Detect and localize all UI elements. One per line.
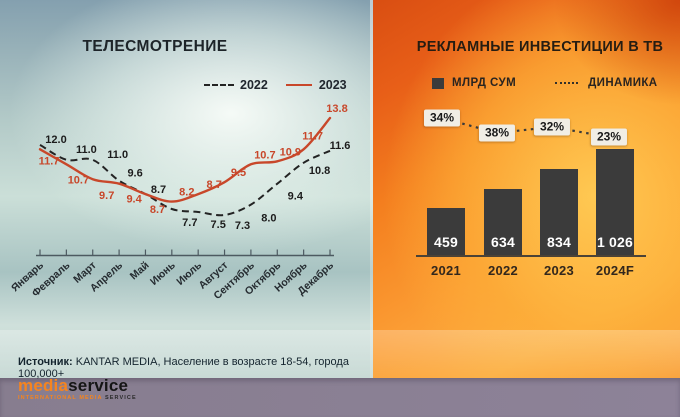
data-label-2023: 10.7 <box>254 149 275 161</box>
legend-dotted-line-sample <box>555 82 579 84</box>
data-label-2023: 8.2 <box>179 187 194 199</box>
legend-bar-swatch <box>432 77 444 89</box>
data-label-2023: 10.9 <box>280 146 301 158</box>
bar-value-label: 1 026 <box>596 234 634 250</box>
data-label-2022: 7.7 <box>182 217 197 229</box>
data-label-2023: 11.7 <box>39 155 60 167</box>
data-label-2023: 8.7 <box>207 179 222 191</box>
panel-divider <box>370 0 373 378</box>
data-label-2023: 10.7 <box>68 174 89 186</box>
logo-part-service: service <box>68 376 129 395</box>
legend-solid-line-sample <box>285 84 312 86</box>
data-label-2022: 10.8 <box>309 165 330 177</box>
percent-badge-2024F: 23% <box>590 128 628 146</box>
bar-2022: 634 <box>484 189 522 255</box>
data-label-2022: 7.5 <box>211 219 226 231</box>
data-label-2022: 7.3 <box>235 220 250 232</box>
data-label-2023: 9.4 <box>126 194 142 206</box>
data-label-2022: 9.6 <box>127 168 142 180</box>
year-label-2021: 2021 <box>430 263 462 278</box>
legend-label-mlrd-sum: МЛРД СУМ <box>452 77 517 89</box>
light-band <box>0 330 680 378</box>
dynamics-polyline <box>441 116 610 139</box>
logo-tagline: INTERNATIONAL MEDIA SERVICE <box>18 395 137 402</box>
tv-panel-background <box>0 0 373 378</box>
bar-2023: 834 <box>540 169 578 255</box>
data-label-2023: 9.7 <box>99 190 114 202</box>
bar-2024F: 1 026 <box>596 149 634 255</box>
data-label-2022: 8.7 <box>151 184 166 196</box>
data-label-2022: 9.4 <box>288 191 304 203</box>
bar-2021: 459 <box>427 208 465 255</box>
legend-label-dynamics: ДИНАМИКА <box>588 77 658 89</box>
source-label: Источник: <box>18 356 73 368</box>
series-2022-line <box>39 144 331 217</box>
data-label-2023: 11.7 <box>302 130 323 142</box>
percent-badge-2021: 34% <box>423 109 461 127</box>
data-label-2023: 8.7 <box>150 204 165 216</box>
legend-label-2023: 2023 <box>318 78 347 92</box>
data-label-2022: 11.0 <box>107 149 128 161</box>
logo-tagline-left: INTERNATIONAL MEDIA <box>18 395 103 401</box>
legend-label-2022: 2022 <box>240 78 268 92</box>
logo-wordmark: mediaservice <box>18 377 137 394</box>
bar-value-label: 634 <box>491 234 515 250</box>
percent-badge-2022: 38% <box>478 124 516 142</box>
invest-chart-legend: МЛРД СУМ ДИНАМИКА <box>432 77 658 89</box>
bar-value-label: 834 <box>547 234 571 250</box>
series-2023-line <box>38 116 332 203</box>
mediaservice-logo: mediaservice INTERNATIONAL MEDIA SERVICE <box>18 377 137 402</box>
data-label-2022: 8.0 <box>261 213 276 225</box>
percent-badge-2023: 32% <box>533 118 571 136</box>
data-label-2022: 12.0 <box>45 134 66 146</box>
dynamics-dotted-line <box>441 116 610 139</box>
year-label-2022: 2022 <box>487 263 519 278</box>
year-label-2023: 2023 <box>543 263 575 278</box>
legend-dashed-line-sample <box>204 84 234 86</box>
bar-chart-baseline <box>416 255 646 257</box>
data-label-2023: 9.5 <box>231 167 246 179</box>
tv-chart-title: ТЕЛЕСМОТРЕНИЕ <box>82 38 228 55</box>
tv-chart-legend: 2022 2023 <box>204 78 347 92</box>
source-note: Источник: KANTAR MEDIA, Население в возр… <box>18 356 368 380</box>
x-axis-label: Июнь <box>148 259 178 288</box>
table-surface <box>0 378 680 417</box>
logo-part-media: media <box>18 376 69 395</box>
data-label-2022: 11.6 <box>330 140 351 152</box>
invest-chart-title: РЕКЛАМНЫЕ ИНВЕСТИЦИИ В ТВ <box>416 39 664 55</box>
data-label-2022: 11.0 <box>76 144 97 156</box>
year-label-2024F: 2024F <box>595 263 635 278</box>
logo-tagline-right: SERVICE <box>105 395 137 401</box>
data-label-2023: 13.8 <box>326 103 347 115</box>
source-text: KANTAR MEDIA, Население в возрасте 18-54… <box>18 356 349 380</box>
bar-value-label: 459 <box>434 234 458 250</box>
